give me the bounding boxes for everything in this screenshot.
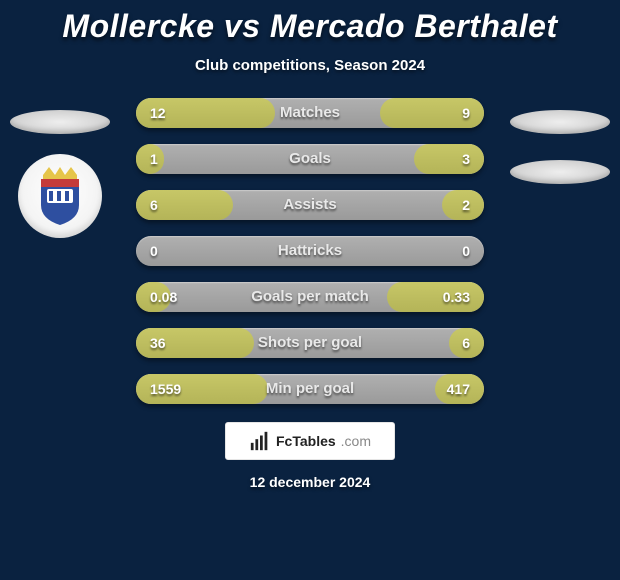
stat-row: 13Goals bbox=[136, 144, 484, 174]
stat-label: Assists bbox=[136, 190, 484, 220]
player-right-oval-2 bbox=[510, 160, 610, 184]
stat-label: Min per goal bbox=[136, 374, 484, 404]
stats-bars: 129Matches 13Goals 62Assists 00Hattricks 0.0… bbox=[136, 98, 484, 404]
stat-row: 1559417Min per goal bbox=[136, 374, 484, 404]
stat-label: Matches bbox=[136, 98, 484, 128]
logo-suffix: .com bbox=[341, 433, 371, 449]
stat-row: 129Matches bbox=[136, 98, 484, 128]
bars-icon bbox=[249, 430, 271, 452]
stat-label: Hattricks bbox=[136, 236, 484, 266]
stat-row: 366Shots per goal bbox=[136, 328, 484, 358]
stat-label: Goals per match bbox=[136, 282, 484, 312]
stat-row: 0.080.33Goals per match bbox=[136, 282, 484, 312]
stat-row: 62Assists bbox=[136, 190, 484, 220]
club-badge bbox=[18, 154, 102, 238]
page-subtitle: Club competitions, Season 2024 bbox=[0, 57, 620, 74]
page-title: Mollercke vs Mercado Berthalet bbox=[0, 8, 620, 45]
date-label: 12 december 2024 bbox=[0, 474, 620, 490]
player-left-oval bbox=[10, 110, 110, 134]
stat-row: 00Hattricks bbox=[136, 236, 484, 266]
logo-brand: FcTables bbox=[276, 433, 336, 449]
player-right-oval-1 bbox=[510, 110, 610, 134]
stat-label: Shots per goal bbox=[136, 328, 484, 358]
fctables-logo[interactable]: FcTables .com bbox=[225, 422, 395, 460]
stat-label: Goals bbox=[136, 144, 484, 174]
